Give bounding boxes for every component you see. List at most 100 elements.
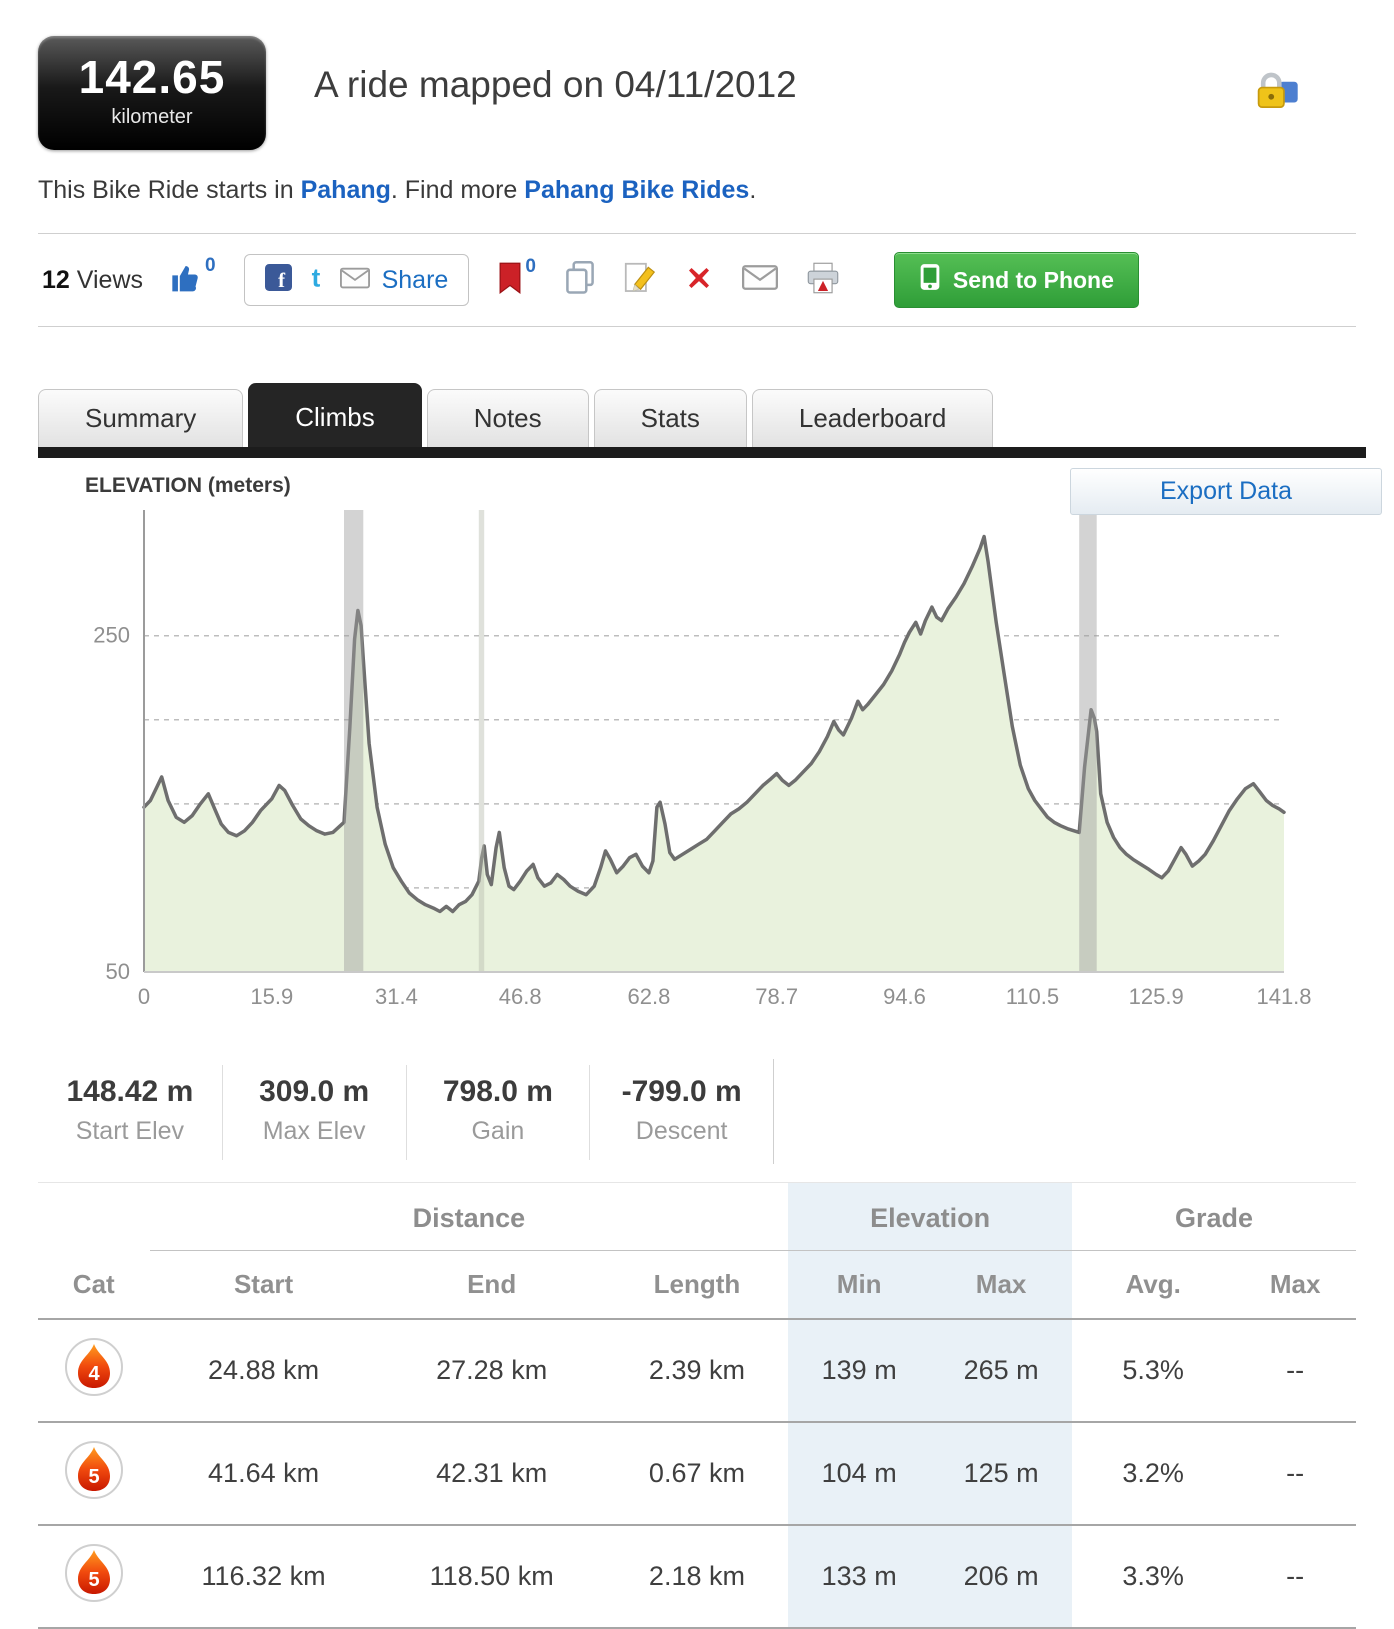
location-link[interactable]: Pahang [300, 176, 391, 204]
stat-label: Descent [635, 1117, 728, 1145]
facebook-icon[interactable]: f [264, 264, 292, 296]
climb-cat-cell: 5 [38, 1524, 150, 1629]
climb-category-icon: 4 [64, 1338, 123, 1396]
svg-text:5: 5 [88, 1569, 99, 1591]
climb-min-elev: 104 m [788, 1421, 931, 1525]
climb-avg-grade: 3.2% [1072, 1421, 1235, 1525]
tab-climbs[interactable]: Climbs [248, 383, 422, 447]
page-title: A ride mapped on 04/11/2012 [314, 64, 797, 105]
edit-button[interactable] [624, 261, 656, 300]
action-toolbar: 12 Views 0 f t Share 0 [38, 233, 1356, 327]
send-to-phone-button[interactable]: Send to Phone [893, 252, 1139, 308]
stat-value: 309.0 m [259, 1075, 370, 1108]
svg-text:50: 50 [106, 959, 130, 984]
share-button[interactable]: f t Share [243, 254, 470, 306]
col-min: Min [788, 1250, 931, 1319]
climb-min-elev: 139 m [788, 1318, 931, 1422]
climb-length: 2.39 km [605, 1318, 789, 1422]
bookmarks-count: 0 [525, 255, 536, 277]
climb-max-elev: 206 m [930, 1524, 1073, 1629]
distance-badge: 142.65 kilometer [38, 36, 266, 150]
svg-text:0: 0 [138, 984, 150, 1009]
stat-label: Gain [471, 1117, 525, 1145]
climb-min-elev: 133 m [788, 1524, 931, 1629]
svg-text:5: 5 [88, 1466, 99, 1488]
bookmark-flag-icon [497, 262, 523, 299]
col-cat: Cat [72, 1268, 115, 1299]
distance-value: 142.65 [78, 51, 226, 103]
privacy-lock-icon[interactable] [1254, 70, 1300, 117]
climb-max-grade: -- [1234, 1318, 1356, 1422]
print-icon [806, 262, 840, 299]
group-empty [38, 1183, 150, 1251]
climb-avg-grade: 5.3% [1072, 1318, 1235, 1422]
tab-leaderboard[interactable]: Leaderboard [751, 389, 994, 447]
tab-notes[interactable]: Notes [426, 389, 589, 447]
print-button[interactable] [806, 262, 840, 299]
col-start: Start [233, 1269, 294, 1299]
climb-length: 0.67 km [605, 1421, 789, 1525]
col-max-grade: Max [1269, 1269, 1321, 1299]
stat-value: 798.0 m [442, 1075, 553, 1108]
table-group-header-row: Distance Elevation Grade [38, 1183, 1356, 1251]
table-column-header-row: Cat Start End Length Min Max Avg. Max [38, 1250, 1356, 1319]
col-length: Length [653, 1269, 741, 1299]
views-label: Views [76, 265, 144, 294]
tab-summary[interactable]: Summary [38, 389, 244, 447]
col-avg: Avg. [1125, 1269, 1181, 1299]
climb-start: 41.64 km [149, 1421, 378, 1525]
svg-text:141.8: 141.8 [1256, 984, 1311, 1009]
climb-start: 24.88 km [149, 1318, 378, 1422]
climb-length: 2.18 km [605, 1524, 789, 1629]
twitter-icon[interactable]: t [304, 263, 328, 296]
stat-gain: 798.0 m Gain [405, 1065, 590, 1160]
mail-icon [741, 265, 778, 295]
group-grade: Grade [1072, 1183, 1356, 1251]
views-count: 12 [42, 265, 70, 294]
tab-bar: Summary Climbs Notes Stats Leaderboard [0, 383, 1394, 447]
climb-max-elev: 125 m [930, 1421, 1073, 1525]
svg-text:f: f [278, 270, 286, 291]
climb-end: 42.31 km [377, 1421, 606, 1525]
stat-descent: -799.0 m Descent [589, 1065, 773, 1160]
svg-text:46.8: 46.8 [499, 984, 542, 1009]
views-counter: 12 Views [42, 266, 143, 295]
climb-category-icon: 5 [64, 1544, 123, 1602]
stat-value: -799.0 m [621, 1075, 742, 1108]
svg-text:94.6: 94.6 [883, 984, 926, 1009]
stat-value: 148.42 m [66, 1075, 194, 1108]
thumbs-up-icon [171, 261, 203, 300]
climb-start: 116.32 km [149, 1524, 378, 1629]
delete-x-icon [684, 263, 714, 298]
bookmark-button[interactable]: 0 [497, 256, 536, 299]
svg-text:62.8: 62.8 [627, 984, 670, 1009]
delete-button[interactable] [684, 263, 714, 298]
climb-cat-cell: 4 [38, 1318, 150, 1422]
col-end: End [467, 1269, 517, 1299]
climb-end: 118.50 km [377, 1524, 606, 1629]
copy-icon [564, 260, 596, 300]
page-header: 142.65 kilometer A ride mapped on 04/11/… [0, 36, 1394, 150]
stat-label: Start Elev [75, 1117, 185, 1145]
climb-avg-grade: 3.3% [1072, 1524, 1235, 1629]
email-share-icon[interactable] [339, 267, 370, 294]
send-to-phone-label: Send to Phone [952, 266, 1114, 293]
climb-cat-cell: 5 [38, 1421, 150, 1525]
tab-stats[interactable]: Stats [593, 389, 747, 447]
climb-category-icon: 5 [64, 1441, 123, 1499]
export-data-button[interactable]: Export Data [1070, 468, 1382, 515]
share-label: Share [381, 265, 449, 294]
copy-button[interactable] [564, 260, 596, 300]
more-rides-link[interactable]: Pahang Bike Rides [524, 176, 750, 204]
phone-icon [919, 263, 941, 297]
svg-text:78.7: 78.7 [755, 984, 798, 1009]
stat-label: Max Elev [262, 1117, 366, 1145]
svg-text:4: 4 [88, 1363, 100, 1385]
like-button[interactable]: 0 [171, 255, 216, 300]
email-button[interactable] [741, 265, 778, 295]
svg-text:31.4: 31.4 [375, 984, 418, 1009]
climb-row: 4 24.88 km 27.28 km 2.39 km 139 m 265 m … [38, 1318, 1356, 1422]
edit-pencil-icon [624, 261, 656, 300]
climb-max-grade: -- [1234, 1524, 1356, 1629]
